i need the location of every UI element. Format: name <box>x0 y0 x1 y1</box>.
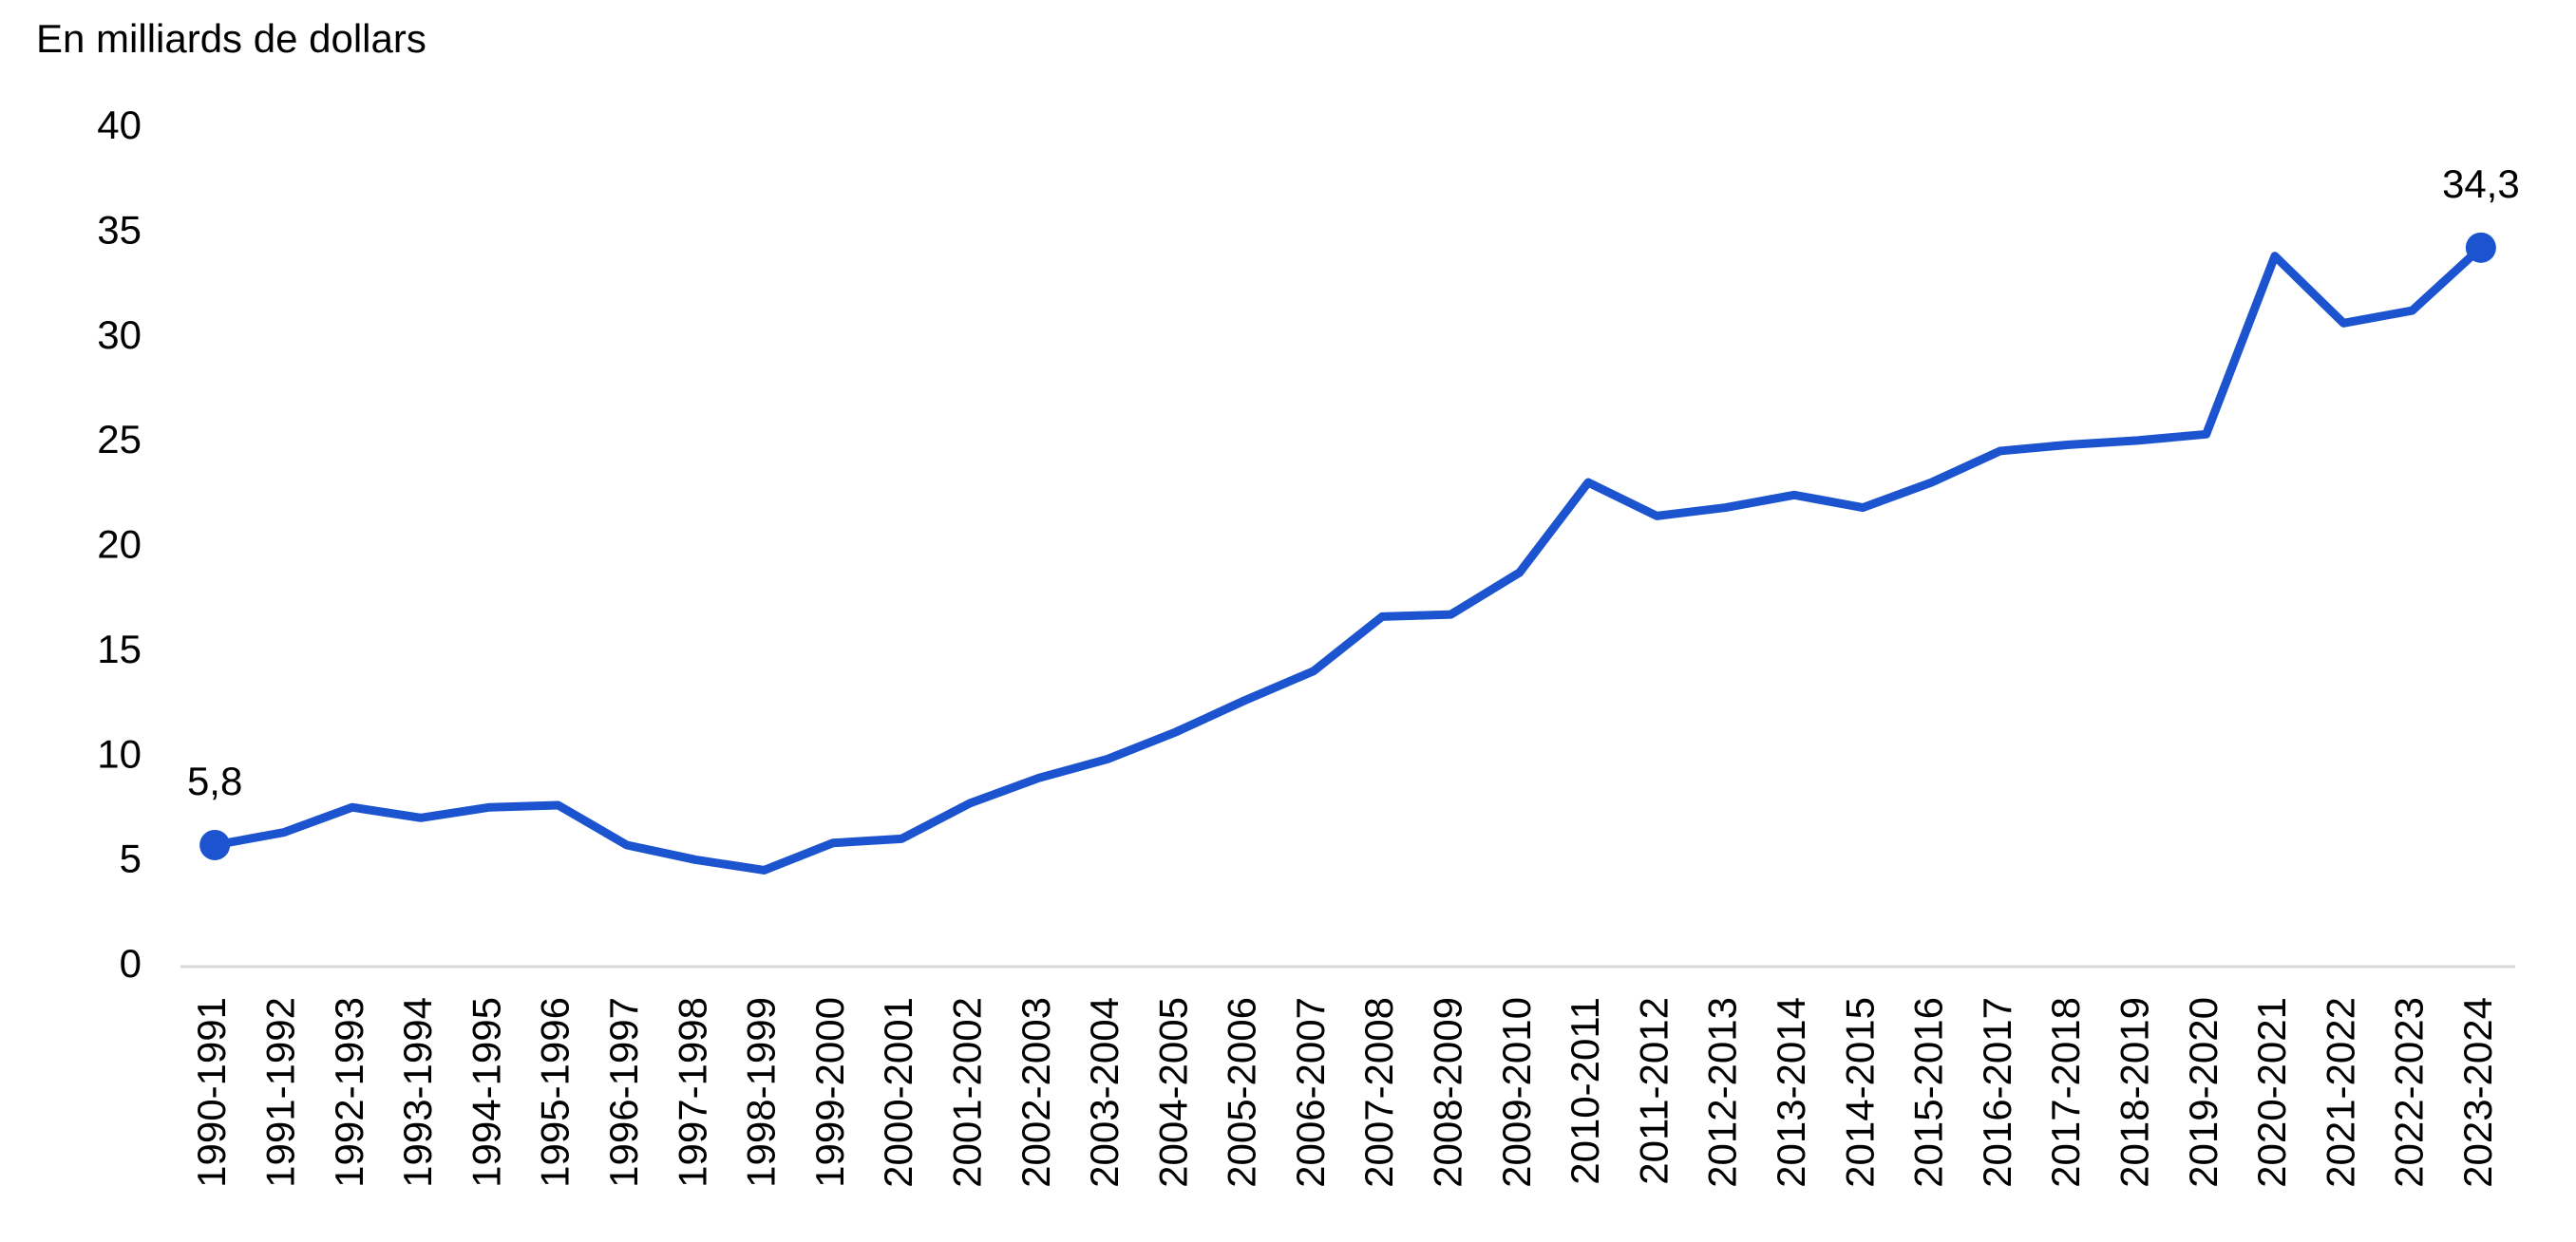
x-tick-label: 2011-2012 <box>1631 997 1676 1185</box>
data-line <box>214 244 2484 875</box>
x-tick-label: 2008-2009 <box>1426 997 1470 1188</box>
x-tick-label: 2004-2005 <box>1150 997 1195 1188</box>
y-axis-label: En milliards de dollars <box>36 16 426 61</box>
x-tick-label: 2016-2017 <box>1975 997 2019 1188</box>
x-tick-label: 2007-2008 <box>1356 997 1401 1188</box>
x-tick-label: 1992-1993 <box>327 997 371 1188</box>
x-tick-label: 1998-1999 <box>739 997 784 1188</box>
x-tick-label: 2006-2007 <box>1288 997 1333 1188</box>
x-tick-label: 2000-2001 <box>876 997 920 1188</box>
data-point <box>2465 232 2496 263</box>
x-tick-label: 2001-2002 <box>944 997 989 1188</box>
y-tick-label: 15 <box>97 627 142 671</box>
x-tick-label: 1994-1995 <box>464 997 508 1188</box>
x-tick-label: 2015-2016 <box>1906 997 1951 1188</box>
y-tick-label: 20 <box>97 522 142 567</box>
x-tick-label: 2018-2019 <box>2112 997 2156 1188</box>
x-tick-label: 2012-2013 <box>1700 997 1745 1188</box>
x-tick-label: 2023-2024 <box>2455 997 2500 1188</box>
data-point <box>199 829 231 860</box>
x-tick-label: 1996-1997 <box>601 997 646 1188</box>
x-tick-label: 2022-2023 <box>2387 997 2432 1188</box>
x-tick-label: 2014-2015 <box>1837 997 1882 1188</box>
x-tick-label: 1997-1998 <box>670 997 714 1188</box>
x-tick-label: 2013-2014 <box>1769 997 1813 1188</box>
x-tick-label: 2010-2011 <box>1563 997 1607 1185</box>
x-tick-label: 2021-2022 <box>2318 997 2362 1188</box>
x-tick-label: 2002-2003 <box>1013 997 1058 1188</box>
x-tick-label: 1993-1994 <box>395 997 440 1188</box>
x-tick-label: 2019-2020 <box>2181 997 2226 1188</box>
x-tick-label: 2017-2018 <box>2043 997 2088 1188</box>
x-tick-label: 1990-1991 <box>189 997 234 1188</box>
data-label: 5,8 <box>187 759 242 803</box>
data-label: 34,3 <box>2442 161 2520 206</box>
x-tick-label: 1991-1992 <box>258 997 303 1188</box>
y-tick-label: 10 <box>97 731 142 776</box>
y-tick-label: 35 <box>97 207 142 252</box>
y-tick-label: 40 <box>97 103 142 147</box>
y-tick-label: 30 <box>97 312 142 357</box>
y-tick-label: 0 <box>120 941 142 986</box>
x-tick-label: 1999-2000 <box>807 997 852 1188</box>
y-tick-label: 25 <box>97 417 142 461</box>
x-tick-label: 2009-2010 <box>1494 997 1539 1188</box>
x-tick-label: 2020-2021 <box>2249 997 2294 1188</box>
x-tick-label: 2003-2004 <box>1082 997 1127 1188</box>
x-tick-label: 1995-1996 <box>533 997 578 1188</box>
x-tick-label: 2005-2006 <box>1220 997 1264 1188</box>
y-tick-label: 5 <box>120 837 142 881</box>
